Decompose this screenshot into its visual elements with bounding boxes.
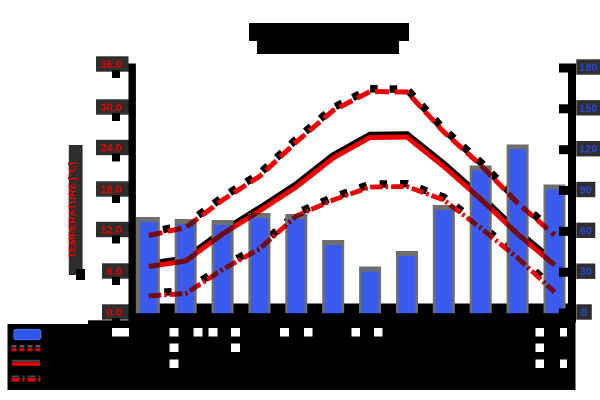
svg-text:0.0: 0.0 [107, 307, 122, 319]
svg-text:18.0: 18.0 [100, 184, 121, 196]
svg-text:TEMPERATURE [°C]: TEMPERATURE [°C] [68, 162, 79, 258]
svg-text:6.0: 6.0 [107, 266, 122, 278]
svg-text:24.0: 24.0 [100, 143, 121, 155]
svg-text:36.0: 36.0 [100, 59, 121, 71]
svg-text:120: 120 [579, 144, 597, 156]
svg-text:180: 180 [579, 62, 597, 74]
svg-text:60: 60 [580, 225, 592, 237]
svg-text:150: 150 [579, 103, 597, 115]
svg-text:30: 30 [580, 266, 592, 278]
svg-text:0: 0 [581, 307, 587, 319]
svg-text:30.0: 30.0 [100, 102, 121, 114]
svg-text:12.0: 12.0 [100, 225, 121, 237]
svg-text:90: 90 [580, 185, 592, 197]
